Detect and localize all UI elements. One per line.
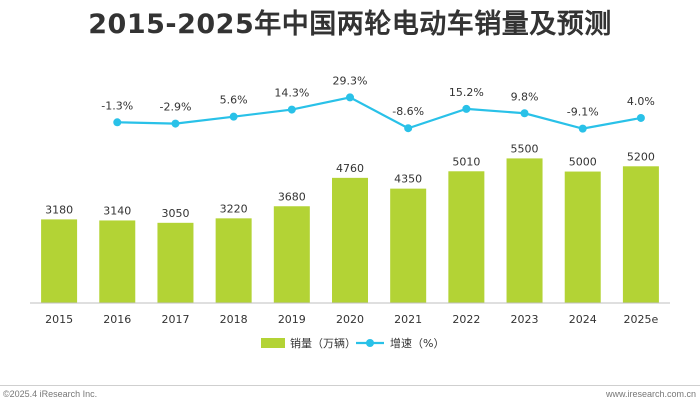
bar-label-2017: 3050 bbox=[161, 207, 189, 220]
growth-points bbox=[113, 93, 645, 133]
growth-label-2020: 29.3% bbox=[333, 74, 368, 87]
bar-series-sales bbox=[41, 158, 659, 303]
x-tick-2019: 2019 bbox=[278, 313, 306, 326]
growth-point-2019 bbox=[287, 105, 296, 114]
growth-point-2023 bbox=[520, 109, 529, 118]
bar-2025e bbox=[622, 166, 659, 303]
x-tick-2016: 2016 bbox=[103, 313, 131, 326]
bar-2024 bbox=[564, 171, 601, 303]
growth-label-2022: 15.2% bbox=[449, 86, 484, 99]
growth-label-2023: 9.8% bbox=[511, 90, 539, 103]
footer-copyright: ©2025.4 iResearch Inc. bbox=[3, 389, 98, 399]
bar-2021 bbox=[390, 188, 427, 303]
growth-point-2022 bbox=[462, 104, 471, 113]
growth-point-2018 bbox=[229, 112, 238, 121]
bar-label-2021: 4350 bbox=[394, 173, 422, 186]
sales-growth-chart: 3180 3140 3050 3220 3680 4760 4350 5010 5500 5000… bbox=[30, 74, 670, 350]
footer-website: www.iresearch.com.cn bbox=[605, 389, 696, 399]
legend-line-marker bbox=[366, 339, 374, 347]
bar-2015 bbox=[41, 219, 78, 303]
growth-value-labels: -1.3% -2.9% 5.6% 14.3% 29.3% -8.6% 15.2% 9.8% -9… bbox=[101, 74, 655, 118]
growth-point-2016 bbox=[113, 118, 122, 127]
x-tick-2015: 2015 bbox=[45, 313, 73, 326]
line-series-growth bbox=[117, 96, 642, 130]
bar-label-2018: 3220 bbox=[220, 202, 248, 215]
growth-label-2017: -2.9% bbox=[159, 101, 191, 114]
growth-label-2025e: 4.0% bbox=[627, 95, 655, 108]
growth-label-2021: -8.6% bbox=[392, 105, 424, 118]
growth-label-2018: 5.6% bbox=[220, 94, 248, 107]
bar-label-2023: 5500 bbox=[511, 142, 539, 155]
growth-point-2024 bbox=[578, 124, 587, 133]
x-tick-2022: 2022 bbox=[452, 313, 480, 326]
legend-bar-label: 销量（万辆） bbox=[290, 336, 356, 350]
bar-2017 bbox=[157, 222, 194, 303]
growth-label-2024: -9.1% bbox=[567, 106, 599, 119]
bar-2016 bbox=[99, 220, 136, 303]
bar-label-2025e: 5200 bbox=[627, 150, 655, 163]
bar-label-2020: 4760 bbox=[336, 162, 364, 175]
bar-label-2024: 5000 bbox=[569, 156, 597, 169]
x-tick-2024: 2024 bbox=[569, 313, 597, 326]
bar-label-2019: 3680 bbox=[278, 190, 306, 203]
legend-line-label: 增速（%） bbox=[390, 336, 444, 350]
x-tick-2025e: 2025e bbox=[624, 313, 659, 326]
x-tick-2021: 2021 bbox=[394, 313, 422, 326]
bar-2020 bbox=[332, 177, 368, 303]
legend-bar-swatch bbox=[261, 338, 285, 348]
bar-2022 bbox=[448, 171, 485, 303]
legend: 销量（万辆） 增速（%） bbox=[261, 336, 444, 350]
x-tick-2023: 2023 bbox=[511, 313, 539, 326]
growth-point-2025e bbox=[636, 113, 645, 122]
bar-2023 bbox=[506, 158, 543, 303]
bar-2018 bbox=[215, 218, 252, 303]
growth-point-2020 bbox=[346, 93, 354, 102]
x-tick-2017: 2017 bbox=[161, 313, 189, 326]
growth-label-2019: 14.3% bbox=[274, 87, 309, 100]
growth-point-2021 bbox=[404, 124, 413, 133]
x-tick-2018: 2018 bbox=[220, 313, 248, 326]
bar-label-2015: 3180 bbox=[45, 203, 73, 216]
bar-label-2022: 5010 bbox=[452, 155, 480, 168]
bar-label-2016: 3140 bbox=[103, 204, 131, 217]
x-tick-2020: 2020 bbox=[336, 313, 364, 326]
growth-label-2016: -1.3% bbox=[101, 99, 133, 112]
growth-point-2017 bbox=[171, 119, 180, 128]
page-title: 2015-2025年中国两轮电动车销量及预测 bbox=[88, 9, 612, 40]
footer-divider bbox=[0, 385, 700, 386]
bar-2019 bbox=[273, 206, 310, 303]
bar-value-labels: 3180 3140 3050 3220 3680 4760 4350 5010 5500 5000… bbox=[45, 142, 655, 219]
x-axis-tick-labels: 2015 2016 2017 2018 2019 2020 2021 2022 2023 2024… bbox=[45, 313, 658, 326]
